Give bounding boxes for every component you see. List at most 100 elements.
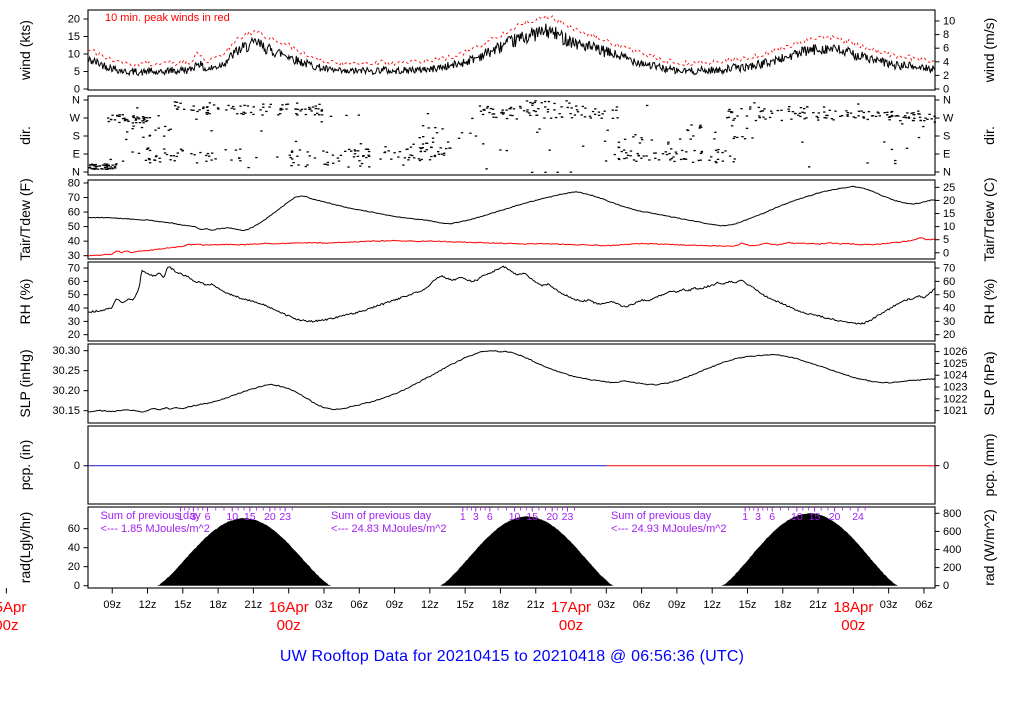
dir-dot	[224, 149, 227, 151]
dir-dot	[672, 156, 675, 158]
dir-dot	[134, 119, 137, 121]
dir-dot	[529, 101, 532, 104]
dir-dot	[285, 103, 288, 106]
dir-dot	[428, 159, 432, 161]
dir-dot	[206, 111, 209, 114]
dir-dot	[491, 108, 495, 110]
temp-left-tick-label: 70	[68, 192, 80, 204]
dir-dot	[526, 109, 529, 111]
dir-dot	[570, 117, 574, 119]
dir-dot	[135, 118, 138, 120]
dir-dot	[157, 115, 160, 117]
slp-axis-label-right: SLP (hPa)	[981, 351, 997, 415]
dir-dot	[618, 158, 621, 161]
dir-dot	[532, 110, 536, 112]
dir-dot	[505, 117, 509, 120]
dir-dot	[534, 110, 537, 113]
dir-dot	[593, 113, 597, 115]
date-label-hour: 00z	[0, 617, 18, 634]
dir-dot	[569, 113, 572, 115]
panel-boxes	[87, 9, 936, 589]
dir-dot	[626, 154, 630, 156]
dir-dot	[482, 143, 485, 145]
dir-dot	[726, 117, 729, 119]
dir-dot	[890, 114, 894, 117]
dir-dot	[874, 115, 878, 118]
time-tick-label: 15z	[739, 599, 757, 611]
slp-right-tick-label: 1025	[943, 358, 967, 370]
dir-dot	[193, 154, 196, 156]
dir-dot	[525, 100, 529, 102]
temp-left-tick-label: 60	[68, 207, 80, 219]
slp-right-tick-label: 1023	[943, 382, 967, 394]
dir-dot	[617, 146, 621, 149]
dir-dot	[714, 149, 718, 151]
dir-dot	[157, 127, 160, 129]
dir-dot	[801, 111, 804, 113]
dir-dot	[485, 168, 488, 170]
dir-dot	[692, 135, 695, 137]
dir-dot	[878, 115, 881, 117]
dir-dot	[919, 119, 922, 121]
dir-dot	[544, 171, 547, 173]
dir-dot	[365, 156, 368, 159]
dir-dot	[175, 155, 178, 158]
dir-dot	[546, 111, 550, 113]
rad-sum-line2: <--- 1.85 MJoules/m^2	[100, 523, 209, 535]
dir-dot	[657, 159, 661, 161]
dir-dot	[309, 108, 312, 110]
dir-dot	[469, 132, 472, 134]
wind-right-tick-label: 6	[943, 43, 949, 55]
dir-dot	[533, 101, 536, 104]
dir-dot	[509, 114, 512, 116]
dir-dot	[840, 115, 844, 117]
dir-dot	[94, 167, 97, 169]
dir-dot	[179, 148, 183, 150]
dir-dot	[148, 135, 151, 137]
dir-dot	[667, 143, 670, 145]
dir-dot	[175, 101, 179, 103]
dir-dot	[304, 113, 307, 116]
time-axis: 09z 12z 15z 18z 21z 03z 06z 09z 12z 15z 18z 21z 03z 0…	[0, 588, 933, 634]
dir-dot	[230, 107, 233, 109]
dir-dot	[830, 118, 834, 120]
dir-dot	[430, 146, 433, 149]
dir-dot	[192, 109, 195, 111]
dir-dot	[670, 148, 673, 150]
dir-dot	[664, 151, 667, 153]
dir-dot	[553, 109, 556, 111]
dir-dot	[92, 168, 95, 170]
dir-dot	[345, 114, 348, 117]
rad-milestone-label: 15	[526, 511, 538, 523]
dir-dot	[106, 166, 109, 168]
rad-milestone-label: 10	[509, 511, 521, 523]
dir-dot	[367, 150, 371, 153]
dir-dot	[584, 107, 587, 109]
dir-dot	[528, 112, 531, 114]
dir-dot	[205, 160, 208, 162]
dir-dot	[239, 105, 242, 107]
dir-dot	[318, 114, 321, 116]
dir-dot	[322, 150, 325, 152]
dir-right-tick-label: E	[943, 149, 950, 161]
dir-dot	[210, 159, 213, 161]
dir-dot	[240, 112, 243, 115]
dir-dot	[923, 120, 926, 122]
dir-dot	[105, 164, 108, 166]
rad-sum-line2: <--- 24.83 MJoules/m^2	[331, 523, 447, 535]
dir-dot	[508, 108, 511, 110]
temp-left-tick-label: 50	[68, 221, 80, 233]
dir-dot	[100, 168, 103, 170]
dir-dot	[617, 141, 621, 143]
dir-dot	[748, 108, 752, 110]
dir-dot	[137, 118, 141, 120]
dir-dot	[815, 115, 818, 118]
slp-line	[87, 350, 936, 413]
wind-right-tick-label: 8	[943, 29, 949, 41]
dir-dot	[634, 134, 637, 136]
wind-left-tick-label: 5	[74, 66, 80, 78]
dir-dot	[326, 164, 329, 166]
dir-dot	[325, 151, 329, 153]
